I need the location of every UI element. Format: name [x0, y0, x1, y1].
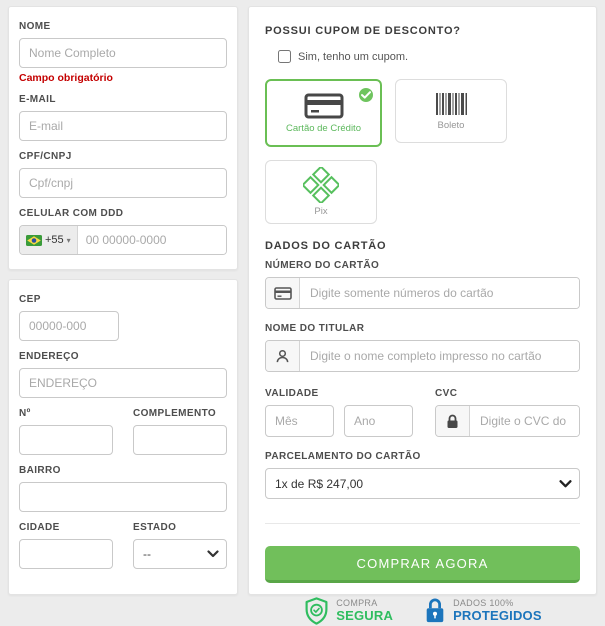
payment-method-credit-card[interactable]: Cartão de Crédito — [265, 79, 382, 147]
cidade-input[interactable] — [19, 539, 113, 569]
estado-label: ESTADO — [133, 522, 177, 533]
card-holder-input[interactable] — [300, 341, 579, 371]
celular-label: CELULAR COM DDD — [19, 208, 124, 219]
cpf-cnpj-input[interactable] — [19, 168, 227, 198]
cvc-input[interactable] — [470, 406, 579, 436]
cpf-cnpj-label: CPF/CNPJ — [19, 151, 72, 162]
card-number-input[interactable] — [300, 278, 579, 308]
cep-label: CEP — [19, 294, 41, 305]
customer-info-column: NOME Campo obrigatório E-MAIL CPF/CNPJ C… — [8, 6, 238, 595]
country-code-selector[interactable]: +55 ▾ — [20, 226, 78, 254]
pix-icon — [303, 167, 339, 203]
badge-line2: PROTEGIDOS — [453, 607, 542, 623]
checkout-page: NOME Campo obrigatório E-MAIL CPF/CNPJ C… — [8, 6, 597, 625]
nome-error-message: Campo obrigatório — [19, 72, 113, 84]
personal-info-panel: NOME Campo obrigatório E-MAIL CPF/CNPJ C… — [8, 6, 238, 270]
payment-method-label: Cartão de Crédito — [286, 123, 361, 134]
validity-cvc-row: VALIDADE CVC — [265, 386, 580, 437]
installments-select[interactable]: 1x de R$ 247,00 — [265, 468, 580, 499]
credit-card-icon — [304, 93, 343, 119]
celular-input[interactable] — [77, 226, 226, 254]
badge-line1: COMPRA — [336, 598, 378, 609]
cvc-field — [435, 405, 580, 437]
coupon-heading: POSSUI CUPOM DE DESCONTO? — [265, 25, 461, 37]
coupon-checkbox[interactable] — [278, 50, 291, 63]
email-label: E-MAIL — [19, 94, 56, 105]
cep-input[interactable] — [19, 311, 119, 341]
estado-select[interactable]: -- — [133, 539, 227, 569]
payment-method-boleto[interactable]: Boleto — [395, 79, 507, 143]
card-holder-label: NOME DO TITULAR — [265, 323, 365, 334]
endereco-input[interactable] — [19, 368, 227, 398]
cvc-label: CVC — [435, 388, 458, 399]
badge-line1: DADOS 100% — [453, 598, 514, 609]
divider — [265, 523, 580, 524]
bairro-input[interactable] — [19, 482, 227, 512]
badge-line2: SEGURA — [336, 607, 394, 623]
validade-label: VALIDADE — [265, 388, 319, 399]
lock-icon — [436, 406, 470, 436]
buy-now-button[interactable]: COMPRAR AGORA — [265, 546, 580, 583]
coupon-checkbox-label: Sim, tenho um cupom. — [298, 50, 409, 63]
complemento-input[interactable] — [133, 425, 227, 455]
card-icon — [266, 278, 300, 308]
cidade-estado-row: CIDADE ESTADO -- — [19, 512, 227, 569]
phone-field: +55 ▾ — [19, 225, 227, 255]
endereco-label: ENDEREÇO — [19, 351, 79, 362]
validade-ano-input[interactable] — [344, 405, 413, 437]
card-holder-field — [265, 340, 580, 372]
card-number-label: NÚMERO DO CARTÃO — [265, 260, 380, 271]
nome-label: NOME — [19, 21, 51, 32]
person-icon — [266, 341, 300, 371]
brazil-flag-icon — [26, 234, 42, 246]
coupon-checkbox-row: Sim, tenho um cupom. — [278, 50, 580, 63]
numero-complemento-row: Nº COMPLEMENTO — [19, 398, 227, 455]
barcode-icon — [435, 93, 467, 115]
payment-method-grid: Cartão de Crédito Boleto — [265, 79, 515, 224]
payment-panel: POSSUI CUPOM DE DESCONTO? Sim, tenho um … — [248, 6, 597, 625]
bairro-label: BAIRRO — [19, 465, 61, 476]
numero-label: Nº — [19, 408, 31, 419]
payment-column: POSSUI CUPOM DE DESCONTO? Sim, tenho um … — [248, 6, 597, 625]
card-data-heading: DADOS DO CARTÃO — [265, 240, 387, 252]
nome-input[interactable] — [19, 38, 227, 68]
country-code-label: +55 — [45, 234, 64, 246]
payment-method-pix[interactable]: Pix — [265, 160, 377, 224]
payment-method-label: Boleto — [437, 120, 465, 131]
email-input[interactable] — [19, 111, 227, 141]
payment-method-label: Pix — [314, 206, 328, 217]
card-number-field — [265, 277, 580, 309]
selected-check-icon — [357, 86, 375, 104]
installments-label: PARCELAMENTO DO CARTÃO — [265, 451, 421, 462]
validade-mes-input[interactable] — [265, 405, 334, 437]
cidade-label: CIDADE — [19, 522, 60, 533]
chevron-down-icon: ▾ — [66, 235, 71, 245]
numero-input[interactable] — [19, 425, 113, 455]
complemento-label: COMPLEMENTO — [133, 408, 217, 419]
address-panel: CEP ENDEREÇO Nº COMPLEMENTO BAIRRO CIDAD… — [8, 279, 238, 595]
